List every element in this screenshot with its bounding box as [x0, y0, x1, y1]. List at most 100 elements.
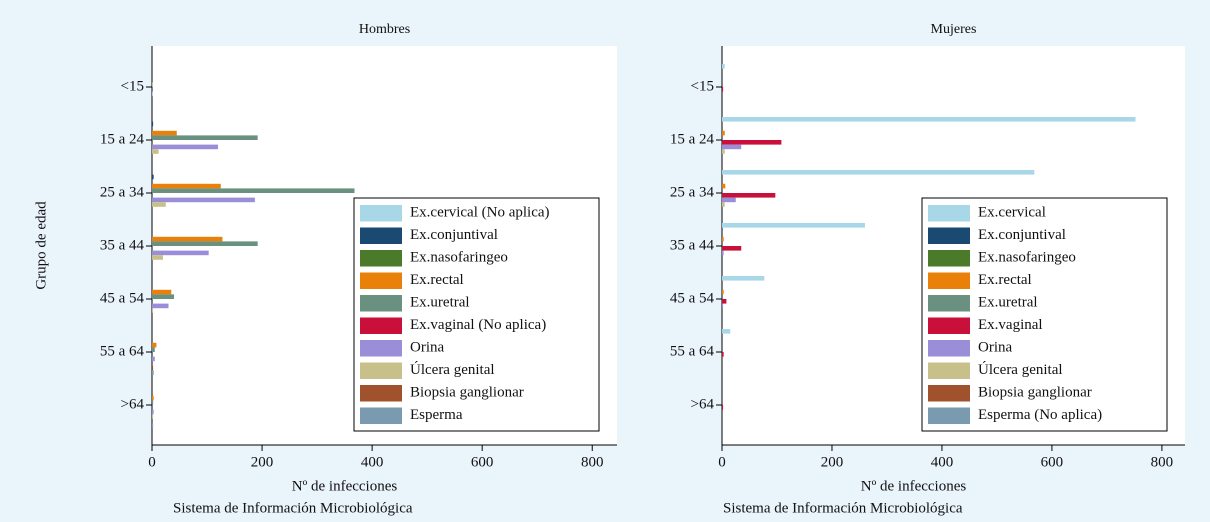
bar: [722, 87, 724, 92]
legend-swatch: [928, 295, 970, 312]
bar: [722, 299, 727, 304]
legend-swatch: [360, 407, 402, 424]
y-axis-label: Grupo de edad: [33, 201, 49, 290]
bar: [152, 395, 154, 401]
legend-label: Ex.uretral: [978, 295, 1038, 311]
bar: [152, 365, 154, 371]
legend-swatch: [928, 272, 970, 289]
legend-label: Ex.rectal: [410, 272, 464, 288]
y-tick-label: <15: [121, 78, 144, 94]
y-tick-label: 45 a 54: [670, 290, 715, 306]
y-tick-label: 15 a 24: [100, 131, 145, 147]
bar: [722, 246, 742, 251]
legend-label: Orina: [978, 340, 1012, 356]
y-tick-label: 15 a 24: [670, 131, 715, 147]
y-tick-label: 35 a 44: [670, 237, 715, 253]
y-tick-label: 55 a 64: [100, 343, 145, 359]
legend-swatch: [360, 362, 402, 379]
legend-swatch: [928, 362, 970, 379]
y-tick-label: 55 a 64: [670, 343, 715, 359]
bar: [152, 255, 164, 260]
legend-label: Orina: [410, 340, 444, 356]
bar: [722, 223, 865, 228]
x-tick-label: 200: [821, 454, 844, 470]
x-tick-label: 800: [1151, 454, 1174, 470]
bar: [152, 409, 154, 415]
panel-title: Hombres: [359, 22, 410, 37]
legend-swatch: [360, 272, 402, 289]
bar: [722, 303, 724, 309]
bar: [152, 400, 154, 405]
y-tick-label: <15: [691, 78, 714, 94]
bar: [722, 170, 1035, 175]
bar: [722, 140, 782, 145]
y-tick-label: 35 a 44: [100, 237, 145, 253]
bar: [152, 174, 154, 180]
legend-swatch: [360, 340, 402, 357]
legend-label: Ex.vaginal (No aplica): [410, 317, 546, 333]
legend-swatch: [928, 340, 970, 357]
bar: [152, 250, 209, 256]
legend-label: Biopsia ganglionar: [410, 385, 524, 401]
bar: [152, 197, 255, 203]
bar: [152, 91, 153, 97]
legend-label: Esperma (No aplica): [978, 407, 1102, 423]
legend-swatch: [360, 317, 402, 334]
legend-label: Ex.conjuntival: [410, 227, 498, 243]
bar: [722, 352, 724, 357]
legend-label: Ex.conjuntival: [978, 227, 1066, 243]
bar: [152, 356, 155, 362]
legend-swatch: [928, 407, 970, 424]
x-tick-label: 800: [581, 454, 604, 470]
bar: [722, 202, 725, 207]
bar: [152, 149, 159, 154]
legend-swatch: [360, 295, 402, 312]
legend-swatch: [360, 385, 402, 402]
legend-label: Biopsia ganglionar: [978, 385, 1092, 401]
legend-label: Ex.nasofaringeo: [410, 250, 508, 266]
y-tick-label: 45 a 54: [100, 290, 145, 306]
legend-swatch: [928, 227, 970, 244]
bar: [152, 308, 154, 313]
legend-label: Ex.cervical (No aplica): [410, 205, 550, 221]
bar: [722, 405, 724, 410]
x-tick-label: 0: [718, 454, 726, 470]
y-tick-label: >64: [121, 396, 145, 412]
bar: [722, 144, 742, 150]
legend-swatch: [360, 205, 402, 222]
x-tick-label: 0: [148, 454, 156, 470]
bar: [722, 130, 725, 136]
legend-label: Esperma: [410, 407, 463, 423]
bar: [722, 197, 736, 203]
bar: [152, 289, 172, 295]
legend-label: Ex.cervical: [978, 205, 1046, 221]
bar: [152, 241, 258, 246]
note: Sistema de Información Microbiológica: [723, 500, 963, 516]
x-tick-label: 600: [1041, 454, 1064, 470]
bar: [152, 303, 169, 309]
legend-label: Ex.vaginal: [978, 317, 1043, 333]
bar: [152, 121, 154, 127]
bar: [152, 144, 219, 150]
bar: [152, 188, 355, 193]
bar: [722, 276, 765, 281]
bar: [152, 342, 157, 348]
y-tick-label: 25 a 34: [100, 184, 145, 200]
bar: [152, 294, 175, 299]
legend-swatch: [928, 385, 970, 402]
bar: [722, 289, 724, 295]
bar: [722, 117, 1136, 122]
bar: [722, 236, 724, 242]
panel-title: Mujeres: [931, 22, 977, 37]
bar: [722, 149, 725, 154]
note: Sistema de Información Microbiológica: [173, 500, 413, 516]
x-tick-label: 600: [471, 454, 494, 470]
bar: [152, 183, 221, 189]
x-tick-label: 400: [931, 454, 954, 470]
bar: [152, 202, 166, 207]
bar: [722, 193, 776, 198]
legend-swatch: [360, 250, 402, 267]
x-axis-label: Nº de infecciones: [292, 478, 398, 494]
